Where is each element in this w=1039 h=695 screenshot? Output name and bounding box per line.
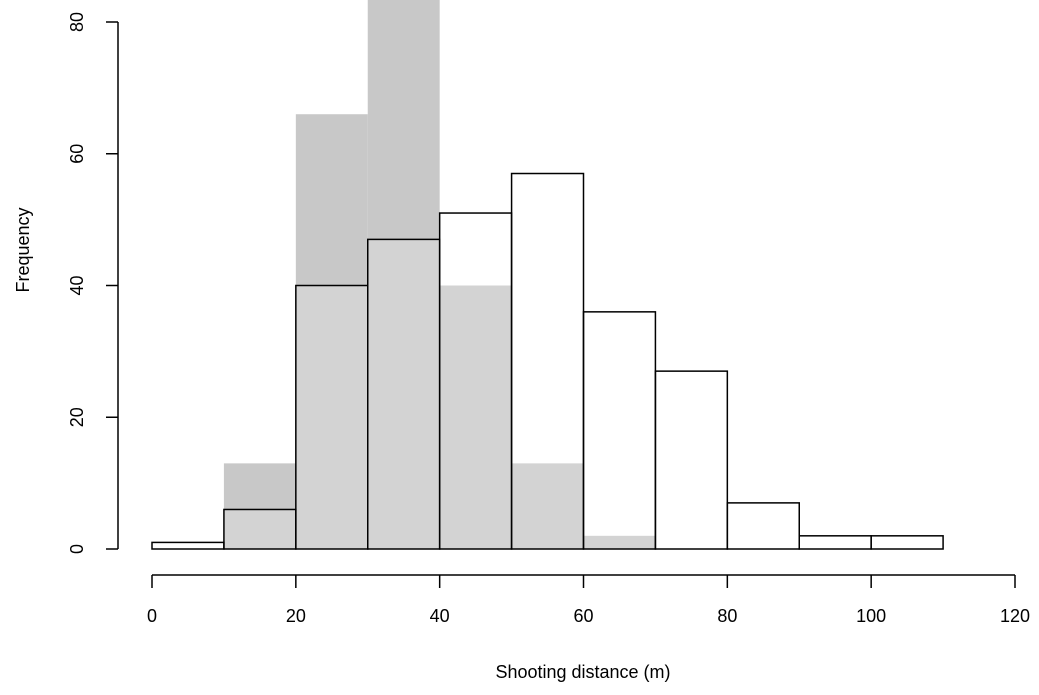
histogram-bar — [654, 370, 729, 550]
histogram-bar — [223, 508, 297, 550]
y-tick-label: 0 — [67, 544, 87, 554]
histogram-bar — [295, 114, 368, 549]
histogram-bar — [367, 238, 441, 550]
y-tick-label: 60 — [67, 144, 87, 164]
x-axis-label: Shooting distance (m) — [495, 662, 670, 682]
x-tick-label: 100 — [856, 606, 886, 626]
x-tick-label: 120 — [1000, 606, 1030, 626]
histogram-bar — [151, 541, 225, 550]
histogram-bar — [295, 284, 369, 550]
x-tick-label: 40 — [430, 606, 450, 626]
histogram-bar — [582, 311, 657, 550]
histogram-bar — [870, 535, 944, 550]
histogram-bar — [439, 285, 512, 549]
x-tick-label: 60 — [573, 606, 593, 626]
x-tick-label: 20 — [286, 606, 306, 626]
histogram-bar — [223, 463, 296, 549]
histogram-bar — [511, 463, 584, 549]
histogram-bar — [367, 0, 440, 549]
y-axis-label: Frequency — [13, 207, 33, 292]
x-tick-label: 0 — [147, 606, 157, 626]
x-tick-label: 80 — [717, 606, 737, 626]
y-tick-label: 40 — [67, 275, 87, 295]
histogram-bar — [510, 172, 585, 550]
y-tick-label: 80 — [67, 12, 87, 32]
histogram-bar — [438, 212, 513, 550]
histogram-bar — [798, 535, 872, 550]
y-tick-label: 20 — [67, 407, 87, 427]
histogram-bar — [726, 502, 800, 550]
histogram-bar — [583, 535, 656, 549]
